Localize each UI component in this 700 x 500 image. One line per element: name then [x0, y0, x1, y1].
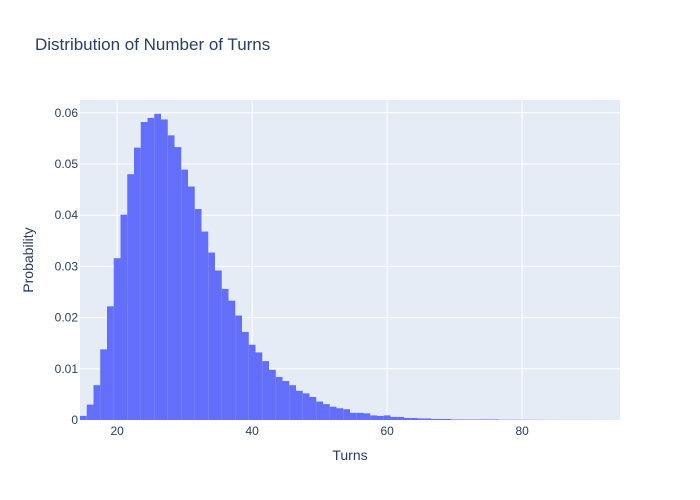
histogram-bar — [316, 401, 323, 420]
y-tick-label: 0.02 — [55, 311, 79, 325]
histogram-bar — [235, 315, 242, 420]
histogram-bar — [201, 231, 209, 420]
y-tick-label: 0.06 — [55, 106, 79, 120]
histogram-bar — [377, 415, 384, 420]
histogram-bar — [140, 122, 148, 421]
histogram-bar — [478, 419, 485, 420]
histogram-bar — [444, 418, 452, 420]
chart-title: Distribution of Number of Turns — [35, 35, 270, 54]
histogram-bar — [309, 396, 317, 420]
histogram-bar — [451, 419, 458, 420]
histogram-bar — [174, 147, 182, 420]
histogram-bar — [93, 385, 101, 420]
histogram-bar — [431, 418, 438, 420]
y-axis-ticks: 0 0.01 0.02 0.03 0.04 0.05 0.06 — [55, 106, 79, 427]
y-tick-label: 0 — [71, 413, 78, 427]
histogram-bar — [404, 417, 411, 420]
histogram-bar — [370, 415, 377, 420]
histogram-bar — [255, 352, 263, 420]
histogram-bar — [464, 419, 472, 420]
histogram-bar — [269, 369, 276, 420]
histogram-bar — [289, 385, 296, 420]
x-tick-label: 80 — [515, 424, 529, 438]
histogram-bar — [296, 390, 303, 420]
histogram-bar — [86, 404, 94, 420]
y-tick-label: 0.01 — [55, 362, 79, 376]
histogram-bar — [248, 344, 256, 420]
histogram-bar — [437, 418, 445, 420]
histogram-bar — [383, 415, 391, 420]
histogram-bar — [397, 416, 404, 420]
y-tick-label: 0.03 — [55, 259, 79, 273]
histogram-bar — [228, 300, 236, 420]
histogram-bar — [181, 169, 188, 420]
histogram-bar — [242, 331, 249, 420]
histogram-bar — [302, 393, 310, 420]
histogram-bar — [221, 288, 229, 420]
x-axis-ticks: 20 40 60 80 — [110, 424, 529, 438]
y-axis-title: Probability — [20, 227, 36, 292]
histogram-bar — [458, 419, 465, 420]
histogram-bar — [336, 408, 344, 420]
histogram-bar — [127, 174, 134, 420]
histogram-bar — [329, 406, 337, 420]
histogram-bar — [113, 258, 121, 420]
histogram-bar — [188, 186, 195, 420]
histogram-bar — [275, 376, 283, 420]
bars — [80, 113, 593, 421]
histogram-bar — [215, 270, 222, 420]
histogram-bar — [343, 409, 350, 420]
x-axis-title: Turns — [332, 447, 367, 463]
histogram-bar — [194, 209, 202, 420]
histogram-bar — [491, 419, 499, 420]
histogram-bar — [107, 306, 114, 420]
histogram-bar — [208, 252, 215, 420]
histogram-bar — [485, 419, 492, 420]
y-tick-label: 0.05 — [55, 157, 79, 171]
histogram-bar — [323, 404, 330, 420]
histogram-bar — [154, 113, 161, 420]
x-tick-label: 20 — [110, 424, 124, 438]
x-tick-label: 60 — [380, 424, 394, 438]
histogram-bar — [80, 415, 87, 420]
histogram-bar — [356, 412, 364, 420]
histogram-bar — [390, 416, 398, 420]
histogram-bar — [363, 413, 371, 420]
histogram-bar — [424, 418, 431, 420]
histogram-bar — [167, 135, 175, 420]
x-tick-label: 40 — [245, 424, 259, 438]
histogram-bar — [410, 417, 418, 420]
histogram-bar — [282, 381, 290, 420]
histogram-bar — [350, 412, 357, 420]
histogram-bar — [134, 147, 141, 420]
histogram-bar — [147, 117, 155, 421]
y-tick-label: 0.04 — [55, 208, 79, 222]
histogram-bar — [471, 419, 479, 420]
histogram-bar — [161, 119, 168, 421]
histogram-bar — [417, 418, 425, 420]
histogram-bar — [100, 349, 107, 420]
histogram-bar — [120, 214, 128, 420]
histogram-bar — [262, 361, 269, 420]
